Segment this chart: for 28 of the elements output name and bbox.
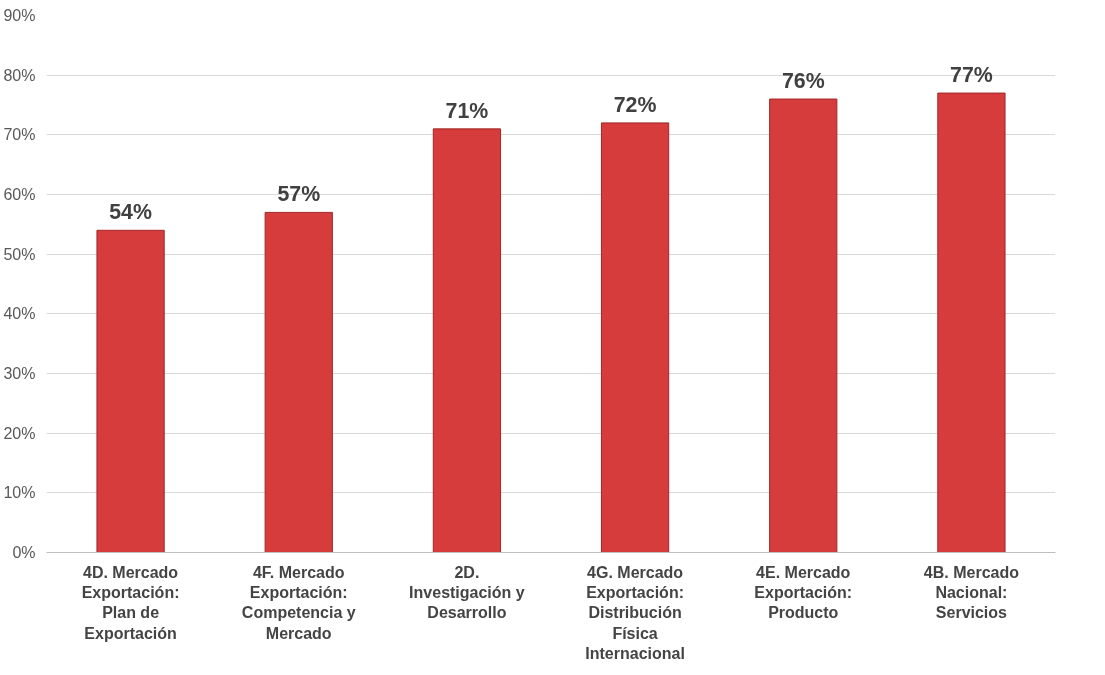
x-tick-label: 4F. Mercado Exportación: Competencia y Mercado — [241, 563, 356, 642]
y-tick-label: 40% — [3, 305, 36, 323]
data-label: 71% — [445, 98, 489, 123]
y-tick-label: 70% — [3, 126, 36, 144]
data-label: 54% — [109, 200, 152, 225]
x-tick-label: 4G. Mercado Exportación: Distribución Física Internacional — [585, 563, 685, 663]
y-tick-label: 0% — [12, 544, 36, 561]
x-tick-label: 4E. Mercado Exportación: Producto — [754, 563, 853, 622]
x-tick-label: 2D. Investigación y Desarrollo — [409, 563, 525, 622]
y-tick-label: 60% — [3, 186, 36, 203]
y-tick-label: 80% — [3, 66, 36, 84]
bar — [264, 211, 333, 553]
data-label: 57% — [277, 182, 321, 207]
bar — [432, 128, 502, 553]
y-tick-label: 30% — [3, 365, 36, 382]
bar — [600, 122, 670, 553]
data-label: 77% — [950, 63, 993, 88]
x-tick-label: 4D. Mercado Exportación: Plan de Exportación — [81, 563, 180, 642]
data-label: 76% — [781, 69, 825, 94]
bar — [769, 98, 838, 553]
data-label: 72% — [613, 92, 657, 117]
y-tick-label: 20% — [3, 424, 36, 442]
y-tick-label: 50% — [3, 245, 36, 263]
y-tick-label: 10% — [3, 484, 36, 502]
y-tick-label: 90% — [3, 7, 36, 24]
bar — [937, 92, 1006, 553]
x-tick-label: 4B. Mercado Nacional: Servicios — [923, 563, 1020, 622]
bar — [96, 229, 165, 553]
